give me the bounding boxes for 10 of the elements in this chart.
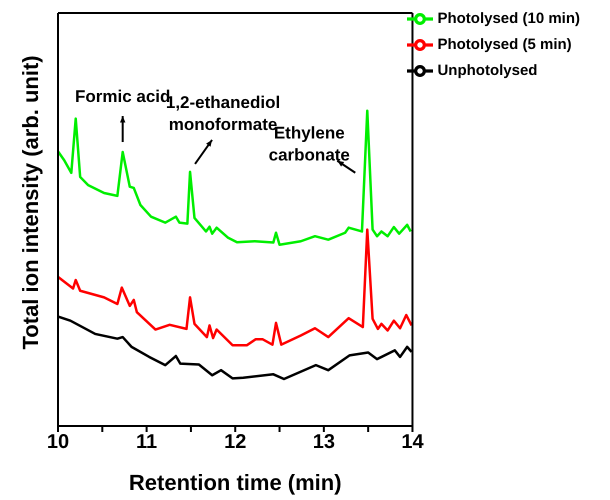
legend-label: Photolysed (5 min)	[437, 36, 572, 53]
x-tick-label: 14	[401, 431, 424, 454]
legend-label: Photolysed (10 min)	[437, 10, 580, 27]
x-tick-label: 12	[224, 431, 246, 454]
y-axis-title: Total ion intensity (arb. unit)	[18, 55, 43, 350]
x-tick-label: 11	[136, 431, 158, 454]
x-axis-title: Retention time (min)	[128, 470, 342, 495]
x-tick-label: 13	[312, 431, 335, 454]
x-tick-label: 10	[46, 431, 70, 454]
legend-label: Unphotolysed	[437, 62, 538, 79]
